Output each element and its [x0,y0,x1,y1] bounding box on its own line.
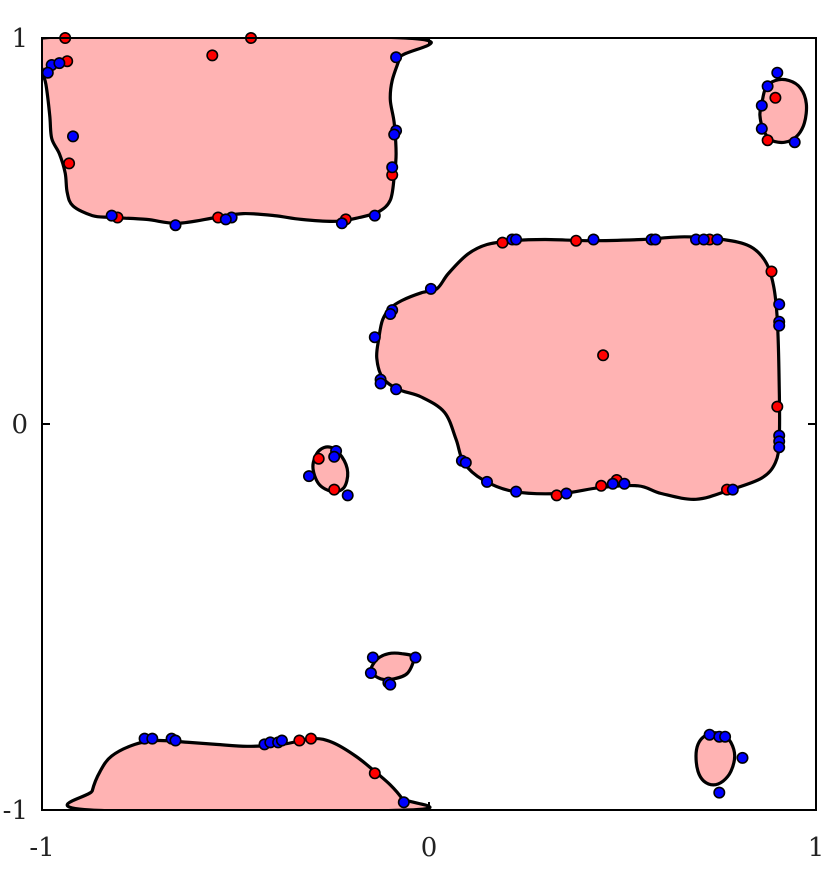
blue-point-28 [424,282,437,295]
red-point-18 [550,489,563,502]
x-tick-label-2: 0 [421,833,438,863]
blue-point-67 [703,728,716,741]
blue-point-66 [397,796,410,809]
x-tick-label-3: 1 [808,833,825,863]
red-point-26 [368,767,381,780]
blue-point-4 [67,130,80,143]
blue-point-47 [618,477,631,490]
blue-point-40 [773,441,786,454]
red-point-11 [761,134,774,147]
red-point-13 [570,234,583,247]
red-point-23 [328,483,341,496]
blue-point-14 [386,161,399,174]
blue-point-22 [587,233,600,246]
blue-point-16 [761,80,774,93]
blue-point-18 [755,122,768,135]
blue-point-27 [711,233,724,246]
red-point-16 [597,349,610,362]
blue-point-9 [335,217,348,230]
blue-point-5 [105,209,118,222]
blue-point-43 [480,475,493,488]
blue-point-7 [169,219,182,232]
blue-point-8 [219,213,232,226]
blue-point-34 [390,383,403,396]
red-point-22 [312,452,325,465]
blue-point-48 [726,483,739,496]
blue-point-31 [368,331,381,344]
blue-point-37 [773,319,786,332]
blue-point-26 [697,233,710,246]
blue-point-30 [384,307,397,320]
region-1 [42,38,433,225]
blue-point-65 [275,734,288,747]
blue-point-33 [374,377,387,390]
y-tick-label-3: 1 [11,24,28,54]
blue-point-2 [41,66,54,79]
region-3 [375,235,782,501]
blue-point-3 [53,57,66,70]
blue-point-21 [510,233,523,246]
blue-point-45 [560,487,573,500]
blue-point-11 [390,51,403,64]
blue-point-56 [384,678,397,691]
blue-point-35 [773,298,786,311]
blue-point-71 [713,786,726,799]
red-point-3 [206,49,219,62]
blue-point-46 [606,477,619,490]
red-point-19 [595,479,608,492]
blue-point-44 [510,485,523,498]
blue-point-52 [341,489,354,502]
red-point-10 [769,91,782,104]
blue-point-54 [364,666,377,679]
blue-point-19 [788,136,801,149]
y-tick-label-1: -1 [3,796,28,826]
blue-point-70 [736,751,749,764]
red-point-5 [63,157,76,170]
blue-point-17 [755,99,768,112]
red-point-25 [293,734,306,747]
red-point-12 [496,236,509,249]
y-tick-label-2: 0 [11,410,28,440]
blue-point-24 [649,233,662,246]
blue-point-61 [169,734,182,747]
blue-point-49 [302,470,315,483]
blue-point-10 [368,209,381,222]
tick-layer: -1 0 1 -1 0 1 [3,24,825,863]
blue-point-51 [328,450,341,463]
red-point-17 [771,400,784,413]
point-layer [41,31,801,809]
blue-point-59 [146,732,159,745]
blue-point-13 [388,128,401,141]
blue-point-15 [771,66,784,79]
x-tick-label-1: -1 [29,833,54,863]
blue-point-57 [409,651,422,664]
red-point-15 [765,265,778,278]
region-7 [694,731,737,787]
blue-point-69 [719,730,732,743]
region-layer [42,38,809,810]
blue-point-53 [366,651,379,664]
blue-point-42 [459,456,472,469]
red-point-24 [304,732,317,745]
